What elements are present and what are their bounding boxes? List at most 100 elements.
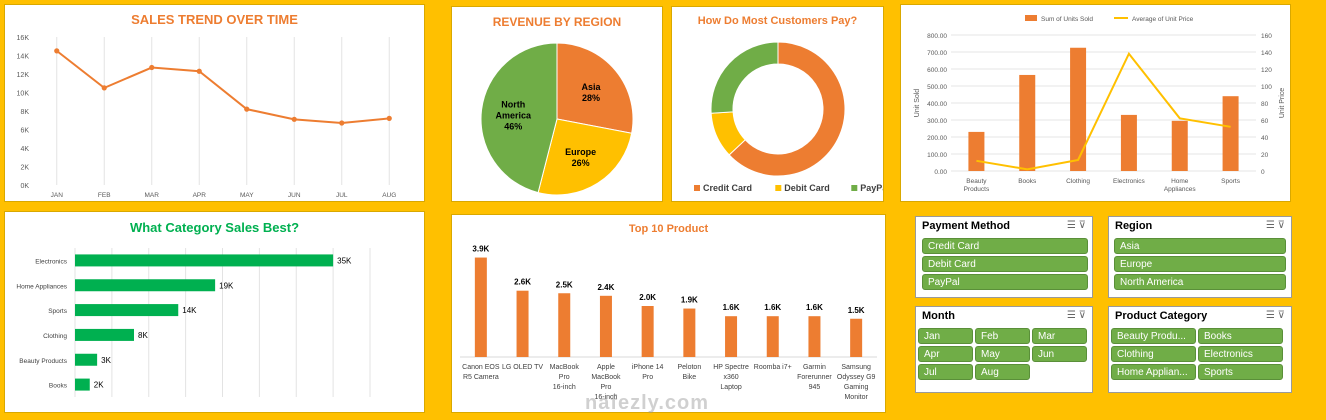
- y-left-tick: 600.00: [927, 67, 947, 74]
- y2-axis-label: Unit Price: [1279, 88, 1286, 118]
- y-tick-label: 8K: [20, 109, 29, 116]
- category-bar: [75, 328, 134, 341]
- y-left-tick: 100.00: [927, 152, 947, 159]
- y-tick-label: 6K: [20, 128, 29, 135]
- slicer-item-debit-card[interactable]: Debit Card: [922, 256, 1088, 272]
- clear-filter-icon[interactable]: ⊽: [1277, 310, 1285, 321]
- clear-filter-icon[interactable]: ⊽: [1277, 220, 1285, 231]
- multi-select-icon[interactable]: ☰: [1265, 220, 1275, 231]
- units-bar: [1171, 120, 1188, 171]
- multi-select-icon[interactable]: ☰: [1066, 310, 1076, 321]
- x-tick-label: JUL: [336, 192, 348, 199]
- clear-filter-icon[interactable]: ⊽: [1078, 310, 1086, 321]
- x-tick-label: Books: [1018, 178, 1037, 185]
- multi-select-icon[interactable]: ☰: [1265, 310, 1275, 321]
- product-label: Apple: [597, 364, 615, 371]
- price-line: [976, 51, 1231, 171]
- product-label: x360: [723, 374, 738, 381]
- multi-select-icon[interactable]: ☰: [1066, 220, 1076, 231]
- slicer-item-jan[interactable]: Jan: [918, 328, 973, 344]
- product-label: MacBook: [550, 364, 580, 371]
- y-right-tick: 0: [1261, 169, 1265, 176]
- slicer-item-electronics[interactable]: Electronics: [1198, 346, 1283, 362]
- bar-value-label: 1.6K: [806, 303, 823, 312]
- clear-filter-icon[interactable]: ⊽: [1078, 220, 1086, 231]
- category-sales-panel: What Category Sales Best? Electronics 35K…: [5, 212, 424, 412]
- slice-value-label: 28%: [582, 93, 600, 103]
- payment-chart: Credit Card Debit Card PayPal: [694, 41, 883, 193]
- slicer-item-may[interactable]: May: [975, 346, 1030, 362]
- units-bar: [1222, 96, 1239, 171]
- product-category-slicer-title: Product Category: [1115, 310, 1208, 322]
- trend-point: [196, 68, 202, 74]
- pie-slice: [480, 42, 558, 194]
- y-right-tick: 80: [1261, 101, 1269, 108]
- product-bar: [850, 318, 863, 357]
- slicer-item-jul[interactable]: Jul: [918, 364, 973, 380]
- slicer-item-asia[interactable]: Asia: [1114, 238, 1286, 254]
- slice-value-label: 46%: [504, 121, 522, 131]
- slicer-item-books[interactable]: Books: [1198, 328, 1283, 344]
- product-label: MacBook: [591, 374, 621, 381]
- legend-label-units: Sum of Units Sold: [1041, 16, 1093, 23]
- product-label: Peloton: [677, 364, 701, 371]
- slicer-item-north-america[interactable]: North America: [1114, 274, 1286, 290]
- slicer-item-beauty-products[interactable]: Beauty Produ...: [1111, 328, 1196, 344]
- y-tick-label: 2K: [20, 165, 29, 172]
- slicer-item-sports[interactable]: Sports: [1198, 364, 1283, 380]
- region-slicer-title: Region: [1115, 220, 1153, 232]
- slicer-item-aug[interactable]: Aug: [975, 364, 1030, 380]
- slice-value-label: 26%: [572, 158, 590, 168]
- top10-title: Top 10 Product: [628, 223, 709, 235]
- legend-swatch: [851, 185, 858, 191]
- y-left-tick: 800.00: [927, 33, 947, 40]
- product-bar: [599, 295, 612, 357]
- bar-value-label: 8K: [138, 331, 148, 340]
- revenue-region-title: REVENUE BY REGION: [492, 15, 622, 29]
- payment-method-slicer: Payment Method ☰ ⊽ Credit Card Debit Car…: [915, 216, 1093, 298]
- y-axis-label: Unit Sold: [914, 89, 921, 118]
- product-label: Gaming: [844, 384, 869, 391]
- slicer-item-home-appliances[interactable]: Home Applian...: [1111, 364, 1196, 380]
- y-right-tick: 60: [1261, 118, 1269, 125]
- x-tick-label: MAY: [240, 192, 254, 199]
- slicer-item-feb[interactable]: Feb: [975, 328, 1030, 344]
- slicer-item-apr[interactable]: Apr: [918, 346, 973, 362]
- pie-slice: [556, 42, 634, 134]
- x-tick-label: Electronics: [1113, 178, 1146, 185]
- y-tick-label: 12K: [17, 72, 30, 79]
- product-label: Laptop: [720, 384, 742, 391]
- slicer-item-europe[interactable]: Europe: [1114, 256, 1286, 272]
- slicer-item-jun[interactable]: Jun: [1032, 346, 1087, 362]
- slicer-item-mar[interactable]: Mar: [1032, 328, 1087, 344]
- units-bar: [1019, 74, 1036, 171]
- top10-panel: Top 10 Product 3.9K Canon EOS R5 Camera 2.6…: [452, 215, 885, 412]
- slicer-item-paypal[interactable]: PayPal: [922, 274, 1088, 290]
- category-label: Clothing: [43, 333, 67, 340]
- product-label: Pro: [642, 374, 653, 381]
- slicer-item-credit-card[interactable]: Credit Card: [922, 238, 1088, 254]
- product-bar: [558, 293, 571, 357]
- y-right-tick: 100: [1261, 84, 1272, 91]
- revenue-region-panel: REVENUE BY REGION Asia 28% Europe 26% North A…: [452, 7, 662, 201]
- product-label: Monitor: [844, 394, 868, 401]
- watermark: nafezly.com: [585, 392, 709, 414]
- product-label: HP Spectre: [713, 364, 749, 371]
- product-bar: [725, 316, 738, 357]
- slicer-item-clothing[interactable]: Clothing: [1111, 346, 1196, 362]
- legend-label: Debit Card: [784, 183, 830, 193]
- y-left-tick: 400.00: [927, 101, 947, 108]
- product-label: 16-inch: [553, 384, 576, 391]
- trend-point: [386, 115, 392, 121]
- category-label: Beauty Products: [19, 358, 67, 365]
- x-tick-label: Appliances: [1164, 186, 1197, 193]
- month-slicer: Month ☰ ⊽ Jan Feb Mar Apr May Jun Jul Au…: [915, 306, 1093, 393]
- category-bar: [75, 378, 90, 391]
- category-label: Electronics: [35, 258, 68, 265]
- category-sales-title: What Category Sales Best?: [129, 220, 300, 235]
- sales-trend-panel: SALES TREND OVER TIME 0K 2K 4K 6K 8K 10K 12K 14…: [5, 5, 424, 201]
- trend-point: [244, 106, 250, 112]
- trend-point: [339, 120, 345, 126]
- y-tick-label: 4K: [20, 146, 29, 153]
